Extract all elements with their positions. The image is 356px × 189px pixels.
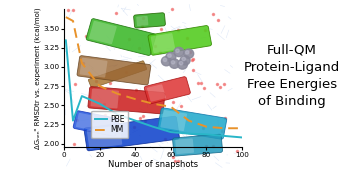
FancyBboxPatch shape [173, 134, 222, 156]
FancyBboxPatch shape [88, 87, 165, 114]
Text: Full-QM
Protein-Ligand
Free Energies
of Binding: Full-QM Protein-Ligand Free Energies of … [244, 44, 340, 108]
FancyBboxPatch shape [90, 89, 119, 108]
X-axis label: Number of snapshots: Number of snapshots [108, 160, 198, 169]
Circle shape [166, 52, 176, 62]
Circle shape [184, 49, 194, 58]
FancyBboxPatch shape [136, 16, 148, 26]
Circle shape [182, 57, 185, 61]
Circle shape [169, 59, 179, 68]
FancyBboxPatch shape [87, 125, 122, 149]
FancyBboxPatch shape [89, 21, 117, 44]
Circle shape [180, 56, 190, 65]
FancyBboxPatch shape [144, 77, 190, 104]
Circle shape [177, 60, 187, 69]
FancyBboxPatch shape [158, 108, 227, 139]
Circle shape [185, 51, 189, 54]
Legend: PBE, MM: PBE, MM [91, 111, 129, 138]
FancyBboxPatch shape [148, 26, 211, 55]
Circle shape [179, 61, 183, 65]
Circle shape [163, 58, 167, 61]
FancyBboxPatch shape [73, 111, 119, 136]
FancyBboxPatch shape [151, 33, 175, 53]
FancyBboxPatch shape [134, 13, 166, 28]
Circle shape [168, 54, 171, 57]
Circle shape [174, 47, 184, 57]
FancyBboxPatch shape [86, 19, 156, 55]
FancyBboxPatch shape [84, 116, 179, 151]
FancyBboxPatch shape [88, 61, 147, 88]
Circle shape [176, 49, 179, 52]
FancyBboxPatch shape [77, 56, 151, 85]
FancyBboxPatch shape [147, 84, 166, 102]
FancyBboxPatch shape [161, 110, 187, 131]
FancyBboxPatch shape [80, 58, 108, 78]
FancyBboxPatch shape [175, 138, 194, 154]
Circle shape [171, 61, 175, 64]
Y-axis label: ΔGₙₑₙᵒ RMSDtr vs. experiment (kcal/mol): ΔGₙₑₙᵒ RMSDtr vs. experiment (kcal/mol) [35, 8, 41, 149]
Circle shape [161, 57, 172, 66]
FancyBboxPatch shape [76, 113, 94, 130]
